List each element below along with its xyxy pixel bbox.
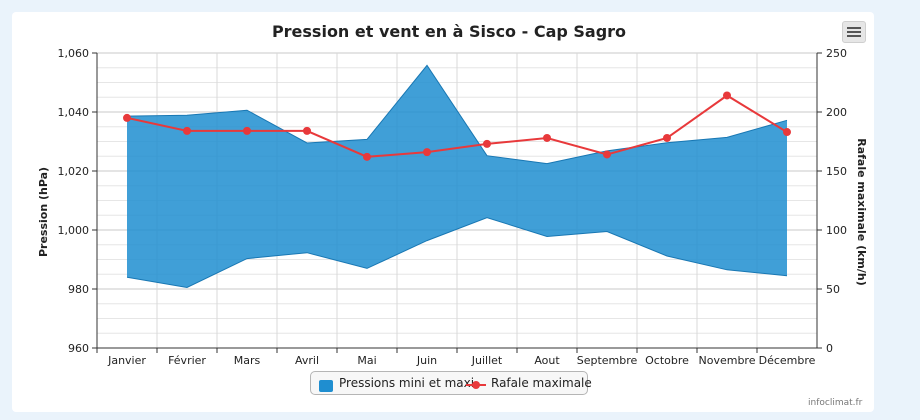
category-label: Avril (295, 354, 319, 367)
chart-panel: Pression et vent en à Sisco - Cap Sagro … (12, 12, 874, 412)
category-label: Juin (416, 354, 437, 367)
pressure-tick-label: 1,000 (58, 224, 90, 237)
wind-gust-point[interactable] (243, 126, 251, 135)
wind-tick-label: 0 (826, 342, 833, 355)
category-label: Février (168, 354, 206, 367)
category-label: Mars (234, 354, 261, 367)
line-layer (123, 91, 791, 161)
wind-gust-point[interactable] (303, 126, 311, 135)
wind-gust-line (126, 94, 788, 158)
wind-tick-label: 100 (826, 224, 847, 237)
category-label: Décembre (759, 354, 816, 367)
legend-item-pressure[interactable]: Pressions mini et maxi (311, 376, 474, 394)
category-label: Octobre (645, 354, 689, 367)
pressure-tick-label: 960 (68, 342, 89, 355)
wind-gust-point[interactable] (783, 128, 791, 137)
category-label: Septembre (577, 354, 638, 367)
legend-line-swatch (466, 381, 486, 389)
chart-legend: Pressions mini et maxi Rafale maximale (310, 371, 592, 395)
category-label: Novembre (699, 354, 756, 367)
area-layer (126, 64, 788, 289)
pressure-tick-label: 1,040 (58, 106, 90, 119)
wind-axis-title: Rafale maximale (km/h) (855, 138, 868, 286)
legend-item-wind[interactable]: Rafale maximale (465, 376, 592, 394)
category-label: Juillet (471, 354, 503, 367)
pressure-axis-title: Pression (hPa) (37, 167, 50, 257)
category-label: Janvier (107, 354, 146, 367)
pressure-max-line (126, 64, 788, 165)
pressure-tick-label: 1,060 (58, 47, 90, 60)
credits-link[interactable]: infoclimat.fr (808, 398, 863, 408)
wind-tick-label: 250 (826, 47, 847, 60)
wind-tick-label: 50 (826, 283, 840, 296)
wind-gust-point[interactable] (123, 113, 131, 122)
category-label: Mai (357, 354, 376, 367)
wind-gust-point[interactable] (723, 91, 731, 100)
wind-gust-point[interactable] (483, 139, 491, 148)
wind-gust-point[interactable] (363, 152, 371, 161)
chart-svg: Pression et vent en à Sisco - Cap Sagro … (37, 22, 868, 367)
pressure-tick-label: 980 (68, 283, 89, 296)
legend-label-pressure: Pressions mini et maxi (339, 376, 475, 390)
pressure-range-area (127, 65, 787, 288)
legend-area-swatch (319, 380, 333, 392)
hamburger-menu-icon (847, 27, 861, 29)
category-label: Aout (534, 354, 560, 367)
wind-tick-label: 150 (826, 165, 847, 178)
pressure-min-line (126, 217, 788, 289)
wind-tick-label: 200 (826, 106, 847, 119)
wind-gust-point[interactable] (543, 133, 551, 142)
wind-gust-point[interactable] (183, 126, 191, 135)
chart-menu-button[interactable] (842, 21, 866, 43)
wind-gust-point[interactable] (603, 150, 611, 159)
chart-title: Pression et vent en à Sisco - Cap Sagro (272, 22, 626, 41)
legend-label-wind: Rafale maximale (491, 376, 592, 390)
wind-gust-point[interactable] (423, 148, 431, 157)
axes-layer: 960 980 1,000 1,020 1,040 1,060 0 50 100 150 200 25… (58, 47, 848, 367)
pressure-tick-label: 1,020 (58, 165, 90, 178)
wind-gust-point[interactable] (663, 133, 671, 142)
